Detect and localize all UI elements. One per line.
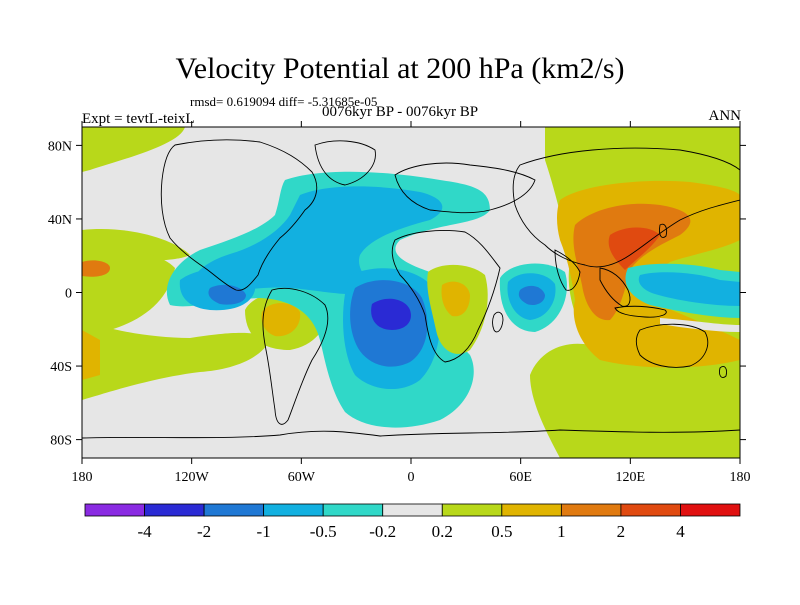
colorbar-label: 0.2 (432, 522, 453, 541)
colorbar-swatch (441, 503, 503, 517)
period-label: 0076kyr BP - 0076kyr BP (322, 104, 479, 120)
negative-region-atlantic-inner (189, 186, 443, 296)
colorbar-swatch (84, 503, 145, 517)
positive-region-southpacific-tip (82, 330, 100, 380)
lat-tick-label: 40S (50, 360, 72, 375)
coastline-north-america (160, 139, 318, 291)
negative-region-westpacific-inner (638, 272, 740, 306)
velocity-potential-field (82, 127, 740, 458)
negative-region-atlantic-center (371, 298, 411, 330)
negative-region-indian-core (518, 285, 545, 305)
coastline-australia (635, 323, 709, 368)
lon-tick-label: 120E (616, 470, 646, 485)
colorbar-swatch (263, 503, 324, 517)
colorbar-swatch (203, 503, 265, 517)
colorbar-swatch (501, 503, 562, 517)
colorbar-label: 4 (676, 522, 685, 541)
coastline-europe (394, 162, 536, 214)
colorbar: -4 -2 -1 -0.5 -0.2 0.2 0.5 1 2 4 (84, 503, 741, 541)
stats-text: rmsd= 0.619094 diff= -5.31685e-05 (190, 94, 378, 109)
positive-region-northwest (82, 127, 185, 172)
lon-tick-label: 120W (175, 470, 210, 485)
colorbar-swatch (382, 503, 443, 517)
colorbar-label: -1 (257, 522, 271, 541)
lat-tick-label: 40N (48, 213, 72, 228)
season-label: ANN (708, 108, 742, 124)
colorbar-label: -0.2 (369, 522, 396, 541)
colorbar-label: 1 (557, 522, 566, 541)
experiment-label: Expt = tevtL-teixL (82, 111, 195, 127)
coastline-new-zealand (719, 365, 727, 379)
lat-tick-label: 0 (65, 287, 72, 302)
colorbar-label: -0.5 (310, 522, 337, 541)
positive-region-southamerica-orange (261, 303, 301, 337)
lon-tick-label: 180 (72, 470, 93, 485)
coastline-africa (391, 230, 501, 363)
positive-region-asia-orange-2 (608, 227, 660, 270)
coastline-japan (659, 223, 668, 238)
coastline-antarctica (82, 429, 740, 439)
colorbar-swatch (144, 503, 205, 517)
coastline-asia (512, 147, 740, 268)
coastline-se-asia (599, 267, 631, 307)
colorbar-swatch (620, 503, 681, 517)
neutral-region-westpacific-band (660, 318, 740, 332)
coastline-indonesia (614, 305, 667, 318)
coastline-india (554, 249, 581, 291)
lat-tick-label: 80S (50, 434, 72, 449)
lon-tick-label: 180 (730, 470, 751, 485)
lon-tick-label: 60E (509, 470, 532, 485)
lon-tick-label: 60W (288, 470, 316, 485)
coastlines (82, 139, 740, 439)
coastline-madagascar (492, 311, 504, 333)
colorbar-label: 0.5 (491, 522, 512, 541)
lat-tick-label: 80N (48, 139, 72, 154)
longitude-axis: 180 120W 60W 0 60E 120E 180 (72, 121, 751, 485)
colorbar-label: -4 (137, 522, 152, 541)
lon-tick-label: 0 (408, 470, 415, 485)
positive-region-eastpacific-south (82, 320, 270, 400)
colorbar-swatch (322, 503, 384, 517)
colorbar-label: 2 (617, 522, 626, 541)
coastline-south-america (262, 287, 329, 425)
positive-region-africa-orange (441, 281, 470, 317)
chart-title: Velocity Potential at 200 hPa (km2/s) (175, 52, 625, 85)
latitude-axis: 80N 40N 0 40S 80S (48, 139, 746, 449)
colorbar-swatch (680, 503, 741, 517)
coastline-greenland (314, 140, 376, 186)
colorbar-label: -2 (197, 522, 211, 541)
positive-region-pacific-left-orange (82, 260, 110, 277)
colorbar-swatch (560, 503, 622, 517)
